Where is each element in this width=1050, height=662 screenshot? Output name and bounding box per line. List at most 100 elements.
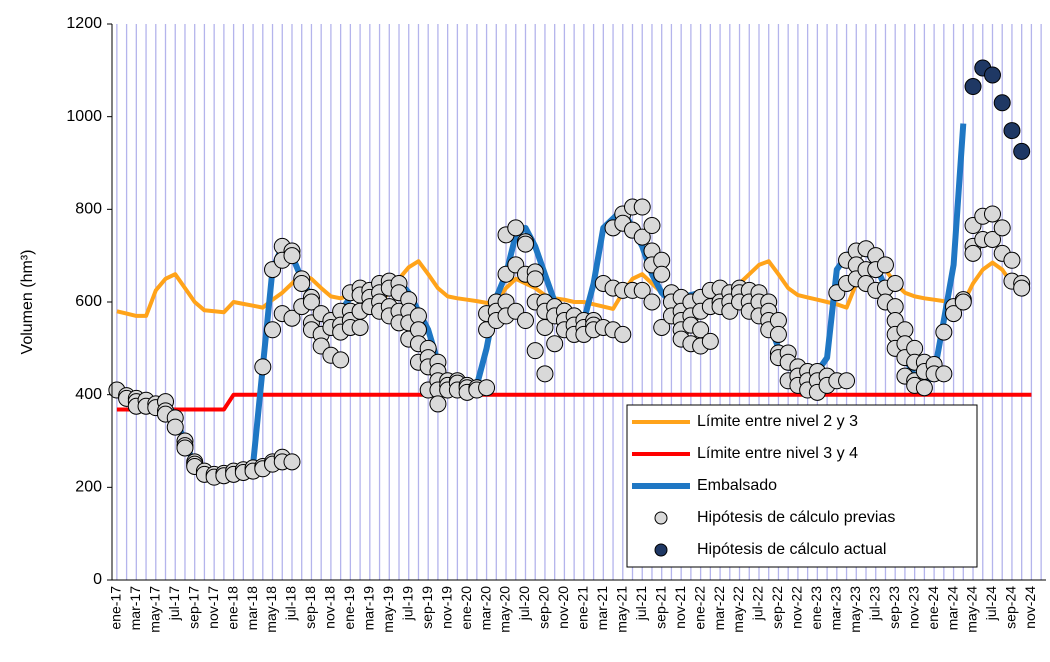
point bbox=[536, 318, 554, 336]
point bbox=[526, 342, 544, 360]
x-tick-label: may-22 bbox=[730, 586, 746, 633]
point bbox=[643, 293, 661, 311]
x-tick-label: ene-18 bbox=[224, 586, 240, 630]
x-tick-label: mar-17 bbox=[127, 586, 143, 631]
y-tick-label: 600 bbox=[75, 293, 102, 310]
point bbox=[945, 305, 963, 323]
point bbox=[769, 325, 787, 343]
x-tick-label: jul-19 bbox=[399, 586, 415, 621]
point bbox=[478, 379, 496, 397]
point bbox=[935, 365, 953, 383]
point bbox=[283, 309, 301, 327]
x-tick-label: sep-19 bbox=[419, 586, 435, 629]
x-tick-label: mar-24 bbox=[944, 586, 960, 631]
x-tick-label: ene-20 bbox=[458, 586, 474, 630]
point bbox=[507, 219, 525, 237]
point bbox=[983, 230, 1001, 248]
x-tick-label: sep-20 bbox=[536, 586, 552, 629]
point bbox=[302, 293, 320, 311]
point bbox=[264, 321, 282, 339]
point bbox=[283, 453, 301, 471]
point bbox=[614, 325, 632, 343]
x-tick-label: jul-22 bbox=[750, 586, 766, 621]
y-tick-label: 800 bbox=[75, 201, 102, 218]
x-tick-label: ene-19 bbox=[341, 586, 357, 630]
x-tick-label: sep-17 bbox=[185, 586, 201, 629]
point bbox=[653, 318, 671, 336]
point bbox=[701, 332, 719, 350]
point bbox=[526, 270, 544, 288]
x-tick-label: sep-24 bbox=[1003, 586, 1019, 629]
x-tick-label: mar-20 bbox=[477, 586, 493, 631]
x-tick-label: mar-22 bbox=[711, 586, 727, 631]
y-tick-label: 200 bbox=[75, 479, 102, 496]
legend-label: Límite entre nivel 3 y 4 bbox=[697, 445, 858, 462]
point bbox=[254, 358, 272, 376]
x-tick-label: ene-17 bbox=[108, 586, 124, 630]
x-tick-label: sep-22 bbox=[769, 586, 785, 629]
point bbox=[536, 365, 554, 383]
point bbox=[166, 418, 184, 436]
x-tick-label: nov-17 bbox=[205, 586, 221, 629]
point bbox=[546, 335, 564, 353]
point bbox=[1013, 279, 1031, 297]
point bbox=[983, 205, 1001, 223]
x-tick-label: mar-18 bbox=[244, 586, 260, 631]
x-tick-label: may-23 bbox=[847, 586, 863, 633]
x-tick-label: ene-21 bbox=[575, 586, 591, 630]
x-tick-label: sep-23 bbox=[886, 586, 902, 629]
x-tick-label: nov-21 bbox=[672, 586, 688, 629]
point bbox=[838, 372, 856, 390]
x-tick-label: mar-19 bbox=[361, 586, 377, 631]
legend-box bbox=[626, 404, 978, 568]
point bbox=[633, 228, 651, 246]
x-tick-label: jul-18 bbox=[283, 586, 299, 621]
x-tick-label: jul-17 bbox=[166, 586, 182, 621]
point bbox=[876, 256, 894, 274]
point bbox=[1003, 122, 1021, 140]
x-tick-label: may-17 bbox=[146, 586, 162, 633]
point bbox=[935, 323, 953, 341]
point bbox=[516, 312, 534, 330]
x-tick-label: ene-23 bbox=[808, 586, 824, 630]
x-tick-label: nov-23 bbox=[905, 586, 921, 629]
point bbox=[633, 198, 651, 216]
point bbox=[1013, 142, 1031, 160]
legend-marker bbox=[654, 543, 668, 557]
legend-label: Embalsado bbox=[697, 477, 777, 494]
x-tick-label: ene-24 bbox=[925, 586, 941, 630]
legend-label: Límite entre nivel 2 y 3 bbox=[697, 413, 858, 430]
x-tick-label: sep-21 bbox=[652, 586, 668, 629]
x-tick-label: mar-21 bbox=[594, 586, 610, 631]
x-tick-label: jul-24 bbox=[983, 586, 999, 621]
point bbox=[993, 219, 1011, 237]
x-tick-label: may-19 bbox=[380, 586, 396, 633]
x-tick-label: jul-20 bbox=[516, 586, 532, 621]
x-tick-label: mar-23 bbox=[828, 586, 844, 631]
point bbox=[964, 78, 982, 96]
point bbox=[293, 274, 311, 292]
point bbox=[886, 274, 904, 292]
x-tick-label: ene-22 bbox=[691, 586, 707, 630]
x-tick-label: may-24 bbox=[964, 586, 980, 633]
x-tick-label: nov-19 bbox=[438, 586, 454, 629]
x-tick-label: nov-20 bbox=[555, 586, 571, 629]
y-axis-title: Volumen (hm³) bbox=[19, 250, 36, 355]
point bbox=[1003, 251, 1021, 269]
x-tick-label: nov-18 bbox=[322, 586, 338, 629]
point bbox=[653, 265, 671, 283]
point bbox=[429, 395, 447, 413]
x-tick-label: jul-21 bbox=[633, 586, 649, 621]
point bbox=[283, 247, 301, 265]
point bbox=[983, 66, 1001, 84]
legend-label: Hipótesis de cálculo previas bbox=[697, 509, 895, 526]
x-tick-label: nov-24 bbox=[1022, 586, 1038, 629]
point bbox=[516, 235, 534, 253]
point bbox=[332, 351, 350, 369]
point bbox=[633, 281, 651, 299]
x-tick-label: may-20 bbox=[497, 586, 513, 633]
x-tick-label: may-18 bbox=[263, 586, 279, 633]
x-tick-label: may-21 bbox=[613, 586, 629, 633]
point bbox=[993, 94, 1011, 112]
